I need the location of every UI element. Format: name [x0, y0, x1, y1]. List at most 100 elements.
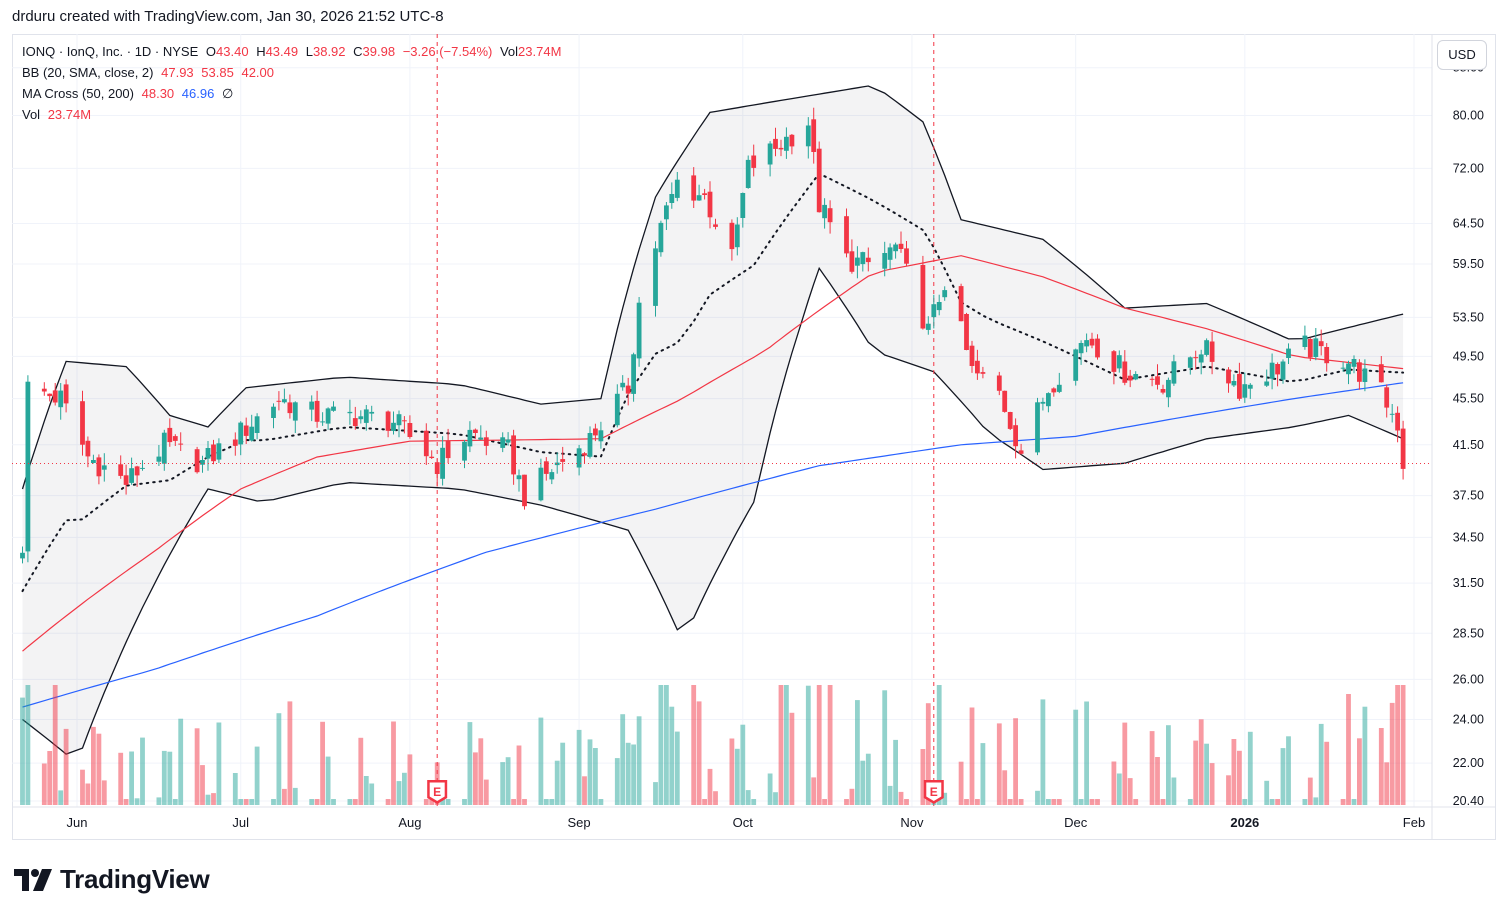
candle-body	[194, 449, 200, 473]
candle-body	[958, 286, 964, 322]
candle-body	[1247, 384, 1253, 389]
candle-body	[96, 457, 102, 477]
candle-body	[538, 467, 544, 501]
candle-body	[440, 447, 445, 479]
x-tick-label: Feb	[1403, 815, 1425, 830]
volume-bar	[445, 799, 451, 805]
volume-label: Vol	[499, 44, 519, 59]
candle-body	[658, 222, 664, 253]
candle-body	[1351, 359, 1357, 367]
tradingview-brand[interactable]: TradingView	[14, 864, 210, 895]
bb-lower-value: 42.00	[241, 65, 275, 80]
candle-body	[669, 194, 675, 203]
volume-bar	[101, 780, 107, 805]
ma-legend: MA Cross (50, 200) 48.30 46.96 ∅	[22, 86, 237, 102]
volume-bar	[1269, 799, 1275, 805]
close-value: 39.98	[362, 44, 396, 59]
volume-bar	[740, 724, 746, 805]
candle-body	[1073, 349, 1079, 381]
volume-bar	[314, 799, 320, 805]
candle-body	[445, 440, 451, 459]
candle-body	[653, 248, 658, 306]
candle-body	[1078, 343, 1084, 354]
volume-bar	[396, 781, 402, 805]
candle-body	[91, 460, 96, 463]
candle-body	[543, 461, 549, 474]
volume-bar	[543, 799, 549, 805]
y-tick-label: 31.50	[1453, 576, 1484, 590]
volume-bar	[805, 685, 811, 805]
volume-bar	[696, 701, 702, 805]
candle-body	[942, 290, 948, 298]
volume-bar	[1040, 699, 1046, 805]
volume-bar	[505, 757, 511, 805]
volume-bar	[172, 799, 178, 805]
volume-bar	[407, 754, 413, 805]
volume-bar	[614, 758, 620, 805]
ma-indicator-name[interactable]: MA Cross (50, 200)	[22, 86, 134, 101]
price-chart[interactable]: JunJulAugSepOctNovDec2026Feb88.0080.0072…	[12, 34, 1496, 840]
volume-bar	[243, 799, 249, 805]
candle-body	[156, 456, 162, 462]
candle-body	[41, 388, 47, 392]
candle-body	[844, 216, 849, 254]
volume-bar	[1226, 775, 1231, 805]
volume-indicator-name[interactable]: Vol	[22, 107, 41, 122]
volume-bar	[58, 790, 64, 805]
candle-body	[1149, 378, 1155, 380]
volume-bar	[47, 751, 53, 805]
candle-body	[363, 409, 369, 423]
volume-bar	[85, 783, 91, 805]
volume-bar	[1073, 709, 1079, 805]
candle-body	[52, 390, 58, 403]
currency-button[interactable]: USD	[1437, 40, 1487, 70]
volume-bar	[751, 799, 757, 805]
candle-body	[740, 193, 746, 218]
candle-body	[1307, 339, 1313, 358]
volume-bar	[80, 769, 85, 805]
candle-body	[1389, 413, 1395, 415]
volume-bar	[674, 731, 680, 805]
candle-body	[1002, 390, 1008, 412]
volume-bar	[1116, 773, 1122, 805]
candle-body	[702, 193, 707, 195]
bb-indicator-name[interactable]: BB (20, SMA, close, 2)	[22, 65, 154, 80]
y-tick-label: 34.50	[1453, 530, 1484, 544]
candle-body	[827, 208, 833, 223]
x-tick-label: Sep	[568, 815, 591, 830]
candle-body	[751, 155, 757, 168]
volume-bar	[549, 799, 555, 805]
volume-bar	[598, 799, 604, 805]
close-label: C	[353, 44, 363, 59]
volume-bar	[402, 772, 407, 805]
volume-bar	[887, 785, 893, 805]
volume-bar	[587, 739, 593, 805]
symbol-label[interactable]: IONQ · IonQ, Inc. · 1D · NYSE	[22, 44, 199, 59]
candle-body	[314, 400, 320, 422]
candle-body	[1384, 387, 1390, 408]
volume-bar	[1056, 799, 1062, 805]
y-tick-label: 26.00	[1453, 672, 1484, 686]
candle-body	[522, 474, 527, 507]
candle-body	[80, 401, 85, 445]
volume-bar	[664, 685, 669, 805]
x-tick-label: Oct	[733, 815, 754, 830]
candle-body	[167, 427, 173, 443]
volume-bar	[816, 685, 822, 805]
candle-body	[1018, 450, 1024, 454]
candle-body	[249, 426, 255, 441]
volume-bar	[1237, 750, 1242, 805]
bb-legend: BB (20, SMA, close, 2) 47.93 53.85 42.00	[22, 65, 278, 80]
volume-bar	[658, 685, 664, 805]
volume-bar	[745, 790, 751, 805]
candle-body	[631, 354, 636, 394]
volume-bar	[96, 733, 102, 805]
candle-body	[396, 414, 402, 426]
volume-bar	[773, 792, 778, 805]
candle-body	[767, 143, 773, 165]
candle-body	[1171, 361, 1177, 384]
volume-bar	[702, 799, 707, 805]
volume-bar	[238, 799, 244, 805]
volume-bar	[134, 798, 140, 805]
candle-body	[893, 244, 898, 252]
